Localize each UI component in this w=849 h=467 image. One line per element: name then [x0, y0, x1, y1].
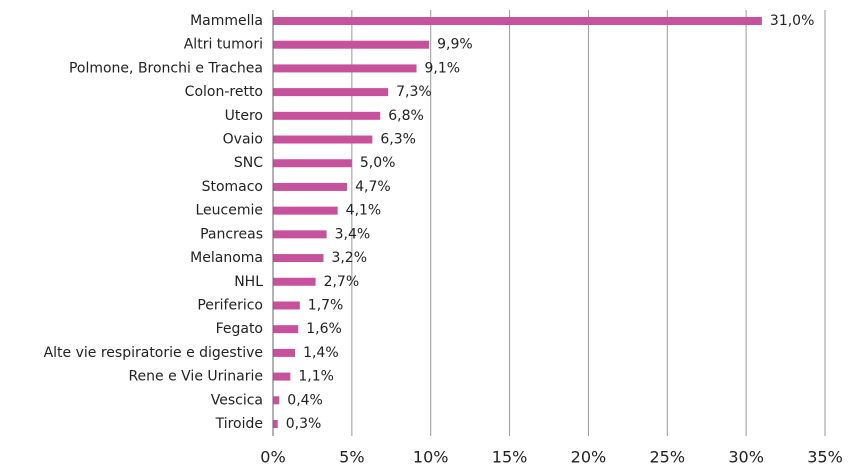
value-label: 9,1%: [425, 60, 461, 76]
value-label: 3,4%: [335, 226, 371, 242]
value-label: 5,0%: [360, 155, 396, 171]
bar: [273, 159, 352, 168]
y-tick-label: Rene e Vie Urinarie: [128, 369, 263, 385]
x-tick-label: 0%: [260, 448, 285, 467]
y-tick-label: Vescica: [211, 392, 263, 408]
bar: [273, 277, 316, 286]
bar: [273, 206, 338, 215]
bar: [273, 135, 373, 144]
y-tick-label: Leucemie: [196, 203, 264, 219]
y-tick-label: SNC: [234, 155, 263, 171]
y-tick-label: Ovaio: [223, 132, 263, 148]
y-tick-label: Mammella: [190, 13, 263, 29]
y-tick-label: Utero: [225, 108, 263, 124]
value-label: 6,8%: [388, 108, 424, 124]
y-tick-label: Pancreas: [200, 226, 263, 242]
bar: [273, 420, 278, 428]
x-tick-label: 25%: [650, 448, 686, 467]
value-label: 1,1%: [298, 369, 334, 385]
value-label: 0,4%: [287, 392, 323, 408]
value-label: 6,3%: [380, 132, 416, 148]
bar: [273, 325, 299, 334]
value-label: 3,2%: [331, 250, 367, 266]
y-tick-label: Periferico: [197, 297, 263, 313]
bar: [273, 348, 296, 357]
bar: [273, 182, 348, 191]
value-label: 4,7%: [355, 179, 391, 195]
y-tick-label: Altri tumori: [184, 37, 263, 53]
value-label: 1,4%: [303, 345, 339, 361]
x-tick-label: 30%: [728, 448, 764, 467]
bar: [273, 230, 327, 239]
value-label: 4,1%: [346, 203, 382, 219]
y-tick-label: NHL: [234, 274, 263, 290]
y-tick-label: Stomaco: [202, 179, 263, 195]
y-tick-label: Colon-retto: [185, 84, 263, 100]
y-tick-label: Melanoma: [190, 250, 263, 266]
value-label: 2,7%: [324, 274, 360, 290]
value-label: 7,3%: [396, 84, 432, 100]
bar: [273, 111, 381, 120]
bar: [273, 396, 280, 405]
value-label: 1,6%: [306, 321, 342, 337]
x-tick-label: 10%: [413, 448, 449, 467]
bar: [273, 64, 417, 73]
value-label: 31,0%: [770, 13, 814, 29]
bar: [273, 301, 300, 310]
x-tick-label: 35%: [807, 448, 843, 467]
bar: [273, 17, 762, 25]
x-tick-label: 20%: [571, 448, 607, 467]
y-tick-label: Tiroide: [215, 416, 263, 432]
value-label: 1,7%: [308, 297, 344, 313]
value-label: 9,9%: [437, 37, 473, 53]
y-tick-label: Alte vie respiratorie e digestive: [44, 345, 263, 361]
y-tick-label: Fegato: [216, 321, 263, 337]
bar: [273, 88, 389, 97]
x-tick-label: 15%: [492, 448, 528, 467]
bar: [273, 254, 324, 263]
x-tick-label: 5%: [339, 448, 364, 467]
bar: [273, 372, 291, 381]
value-label: 0,3%: [286, 416, 322, 432]
bar: [273, 40, 430, 49]
y-tick-label: Polmone, Bronchi e Trachea: [69, 60, 263, 76]
